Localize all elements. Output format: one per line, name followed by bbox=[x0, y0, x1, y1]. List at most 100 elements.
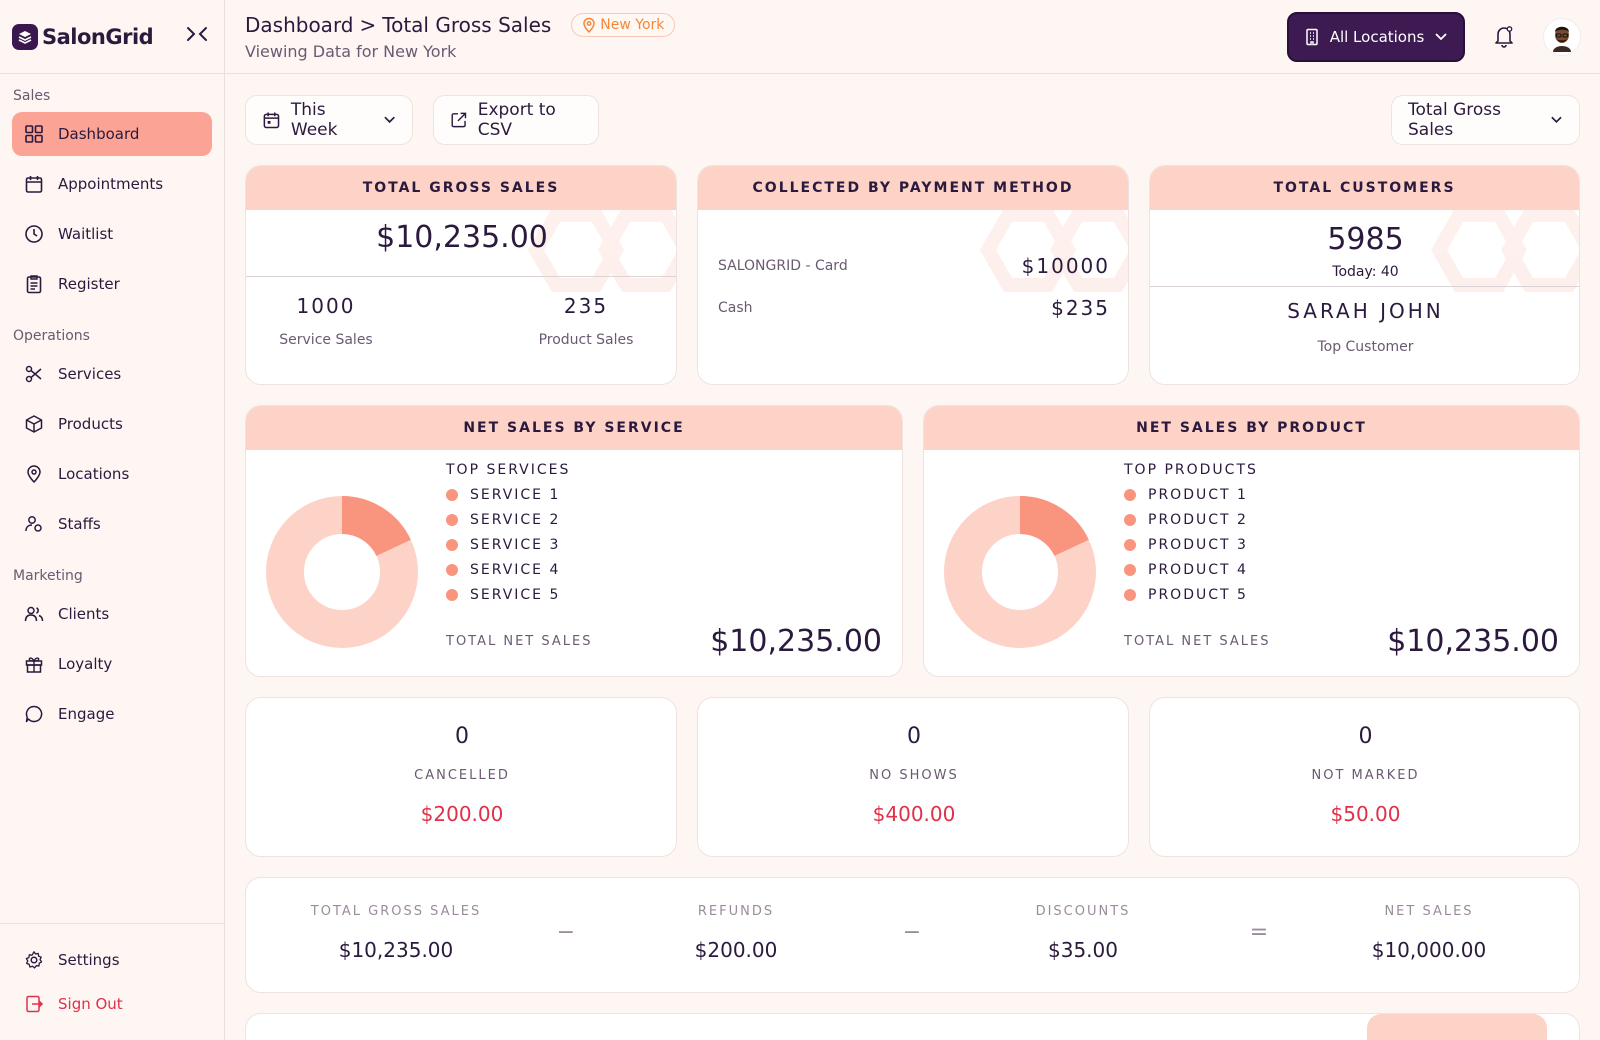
top-products-list: PRODUCT 1 PRODUCT 2 PRODUCT 3 PRODUCT 4 … bbox=[1124, 482, 1248, 607]
divider bbox=[246, 276, 676, 277]
next-card-partial bbox=[245, 1013, 1580, 1040]
location-badge[interactable]: New York bbox=[571, 13, 676, 37]
legend-label: PRODUCT 4 bbox=[1148, 561, 1248, 578]
legend-label: SERVICE 2 bbox=[470, 511, 561, 528]
hexagon-pattern-icon bbox=[527, 210, 676, 292]
donut-highlight-segment bbox=[944, 496, 1096, 648]
customers-today-value: Today: 40 bbox=[1332, 264, 1399, 280]
legend-item: PRODUCT 5 bbox=[1124, 582, 1248, 607]
top-customer-name: SARAH JOHN bbox=[1287, 299, 1444, 323]
summary-refunds-value: $200.00 bbox=[694, 938, 778, 962]
legend-dot bbox=[1124, 488, 1136, 501]
sidebar-item-clients[interactable]: Clients bbox=[12, 592, 212, 636]
metric-label: Total Gross Sales bbox=[1408, 100, 1502, 140]
legend-label: SERVICE 4 bbox=[470, 561, 561, 578]
legend-dot bbox=[1124, 538, 1136, 551]
total-gross-sales-card: TOTAL GROSS SALES $10,235.00 1000 Servic… bbox=[245, 165, 677, 385]
summary-gross-label: TOTAL GROSS SALES bbox=[310, 904, 482, 919]
legend-item: SERVICE 3 bbox=[446, 532, 560, 557]
sidebar-item-sign-out[interactable]: Sign Out bbox=[12, 982, 212, 1026]
sidebar-item-label: Waitlist bbox=[58, 225, 114, 243]
sidebar-item-loyalty[interactable]: Loyalty bbox=[12, 642, 212, 686]
payment-method-label: SALONGRID - Card bbox=[718, 258, 848, 274]
calendar-icon bbox=[25, 176, 43, 193]
cancelled-card[interactable]: 0 CANCELLED $200.00 bbox=[245, 697, 677, 857]
avatar-icon bbox=[1545, 20, 1579, 54]
payment-method-label: Cash bbox=[718, 300, 753, 316]
no-shows-count: 0 bbox=[907, 724, 921, 749]
sidebar-item-label: Locations bbox=[58, 465, 130, 483]
sidebar-item-locations[interactable]: Locations bbox=[12, 452, 212, 496]
sidebar-item-staffs[interactable]: Staffs bbox=[12, 502, 212, 546]
not-marked-card[interactable]: 0 NOT MARKED $50.00 bbox=[1149, 697, 1580, 857]
grid-icon bbox=[25, 125, 43, 143]
summary-net-label: NET SALES bbox=[1384, 904, 1474, 919]
all-locations-dropdown[interactable]: All Locations bbox=[1287, 12, 1465, 62]
breadcrumb-root[interactable]: Dashboard bbox=[245, 13, 354, 37]
collapse-sidebar-icon[interactable] bbox=[182, 22, 212, 51]
clock-icon bbox=[25, 225, 43, 243]
minus-operator: − bbox=[556, 920, 576, 945]
calendar-icon bbox=[263, 112, 280, 129]
customers-total-value: 5985 bbox=[1327, 222, 1404, 257]
sidebar-item-products[interactable]: Products bbox=[12, 402, 212, 446]
sidebar-item-register[interactable]: Register bbox=[12, 262, 212, 306]
sidebar-item-settings[interactable]: Settings bbox=[12, 938, 212, 982]
gross-total-value: $10,235.00 bbox=[376, 220, 548, 255]
card-title: TOTAL CUSTOMERS bbox=[1150, 166, 1579, 210]
legend-dot bbox=[446, 513, 458, 526]
sales-summary-card: TOTAL GROSS SALES $10,235.00 − REFUNDS $… bbox=[245, 877, 1580, 993]
legend-dot bbox=[446, 588, 458, 601]
no-shows-card[interactable]: 0 NO SHOWS $400.00 bbox=[697, 697, 1129, 857]
not-marked-count: 0 bbox=[1358, 724, 1373, 749]
legend-label: SERVICE 1 bbox=[470, 486, 561, 503]
total-net-sales-value: $10,235.00 bbox=[710, 624, 882, 659]
cancelled-amount: $200.00 bbox=[420, 802, 504, 826]
service-donut-chart bbox=[266, 496, 418, 648]
legend-dot bbox=[1124, 563, 1136, 576]
legend-item: SERVICE 2 bbox=[446, 507, 560, 532]
legend-label: PRODUCT 3 bbox=[1148, 536, 1248, 553]
product-sales-label: Product Sales bbox=[538, 332, 634, 348]
cancelled-count: 0 bbox=[455, 724, 469, 749]
users-icon bbox=[24, 606, 44, 622]
building-icon bbox=[1305, 28, 1318, 46]
gear-icon bbox=[25, 951, 43, 969]
app-logo[interactable]: SalonGrid bbox=[12, 23, 154, 50]
top-products-title: TOP PRODUCTS bbox=[1124, 462, 1258, 478]
donut-highlight-segment bbox=[266, 496, 418, 648]
staff-icon bbox=[25, 516, 42, 532]
product-sales-value: 235 bbox=[563, 294, 609, 318]
total-net-sales-value: $10,235.00 bbox=[1387, 624, 1559, 659]
box-icon bbox=[25, 415, 43, 433]
sidebar-item-dashboard[interactable]: Dashboard bbox=[12, 112, 212, 156]
user-avatar[interactable] bbox=[1543, 18, 1581, 56]
product-donut-chart bbox=[944, 496, 1096, 648]
legend-label: PRODUCT 2 bbox=[1148, 511, 1248, 528]
service-sales-value: 1000 bbox=[296, 294, 356, 318]
period-label: This Week bbox=[290, 100, 338, 140]
legend-dot bbox=[446, 538, 458, 551]
not-marked-amount: $50.00 bbox=[1330, 802, 1401, 826]
sidebar-item-engage[interactable]: Engage bbox=[12, 692, 212, 736]
sidebar-bottom: Settings Sign Out bbox=[0, 923, 224, 1040]
card-title: NET SALES BY PRODUCT bbox=[924, 406, 1579, 450]
summary-discounts-value: $35.00 bbox=[1048, 938, 1118, 962]
metric-dropdown[interactable]: Total Gross Sales bbox=[1391, 95, 1580, 145]
sidebar-item-services[interactable]: Services bbox=[12, 352, 212, 396]
sidebar-item-appointments[interactable]: Appointments bbox=[12, 162, 212, 206]
legend-item: PRODUCT 3 bbox=[1124, 532, 1248, 557]
next-card-header-tab bbox=[1367, 1014, 1547, 1040]
location-badge-label: New York bbox=[600, 17, 665, 33]
legend-item: SERVICE 5 bbox=[446, 582, 560, 607]
map-pin-icon bbox=[583, 17, 596, 33]
export-csv-button[interactable]: Export to CSV bbox=[433, 95, 599, 145]
breadcrumb-separator: > bbox=[359, 13, 377, 37]
export-label: Export to CSV bbox=[477, 100, 556, 140]
sidebar-item-waitlist[interactable]: Waitlist bbox=[12, 212, 212, 256]
legend-label: PRODUCT 1 bbox=[1148, 486, 1248, 503]
top-services-list: SERVICE 1 SERVICE 2 SERVICE 3 SERVICE 4 … bbox=[446, 482, 560, 607]
sidebar-item-label: Settings bbox=[58, 951, 120, 969]
notification-bell-icon[interactable] bbox=[1493, 24, 1515, 48]
period-dropdown[interactable]: This Week bbox=[245, 95, 413, 145]
